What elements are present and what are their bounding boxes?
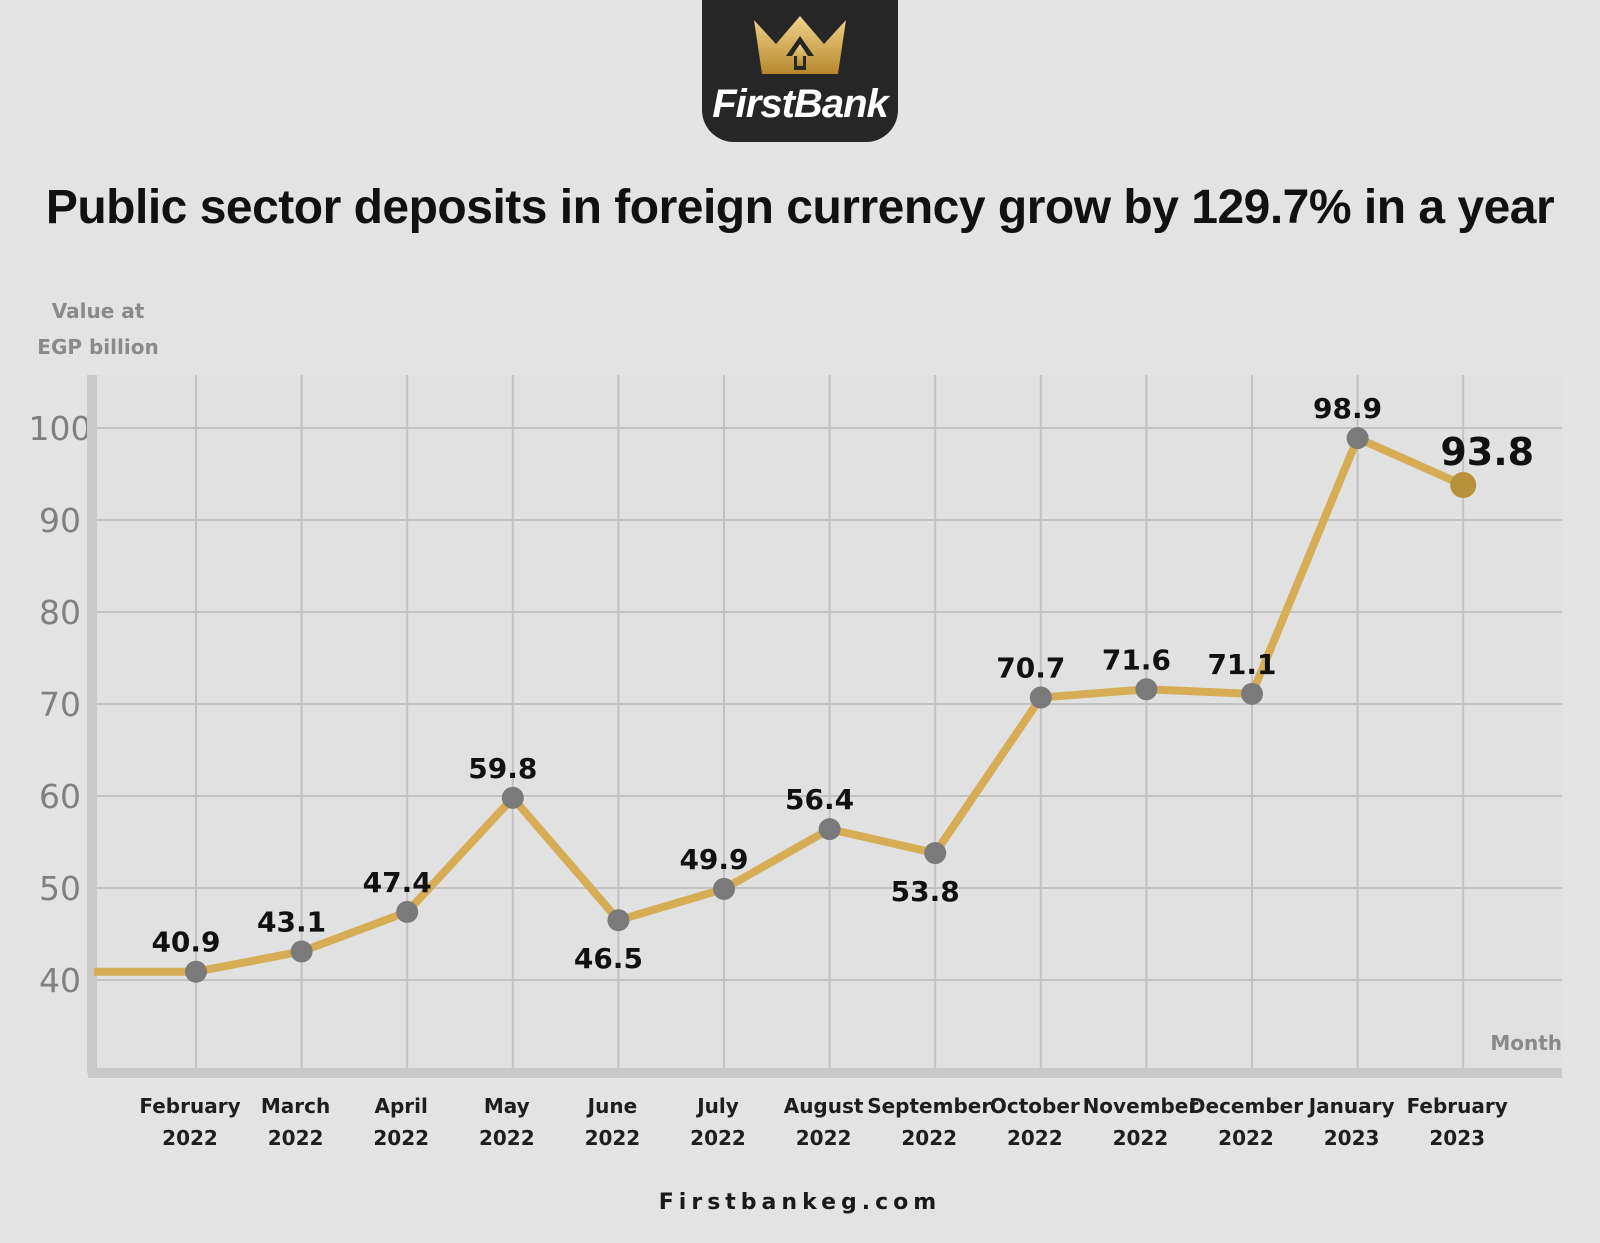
- data-point: [1241, 682, 1263, 705]
- x-tick-label-month: December: [1189, 1094, 1303, 1118]
- x-tick-label-year: 2022: [373, 1126, 429, 1150]
- x-tick-label-month: September: [867, 1094, 991, 1118]
- x-tick-label-year: 2023: [1429, 1126, 1485, 1150]
- data-label: 93.8: [1440, 430, 1534, 474]
- x-tick-label-year: 2022: [162, 1126, 218, 1150]
- x-tick-label-year: 2022: [1113, 1126, 1169, 1150]
- chart-title: Public sector deposits in foreign curren…: [45, 181, 1555, 234]
- logo: FirstBank: [702, 0, 898, 142]
- data-point: [607, 909, 630, 932]
- data-label: 53.8: [891, 875, 960, 908]
- crown-icon: [754, 16, 846, 74]
- x-tick-label-year: 2023: [1324, 1126, 1380, 1150]
- data-point: [501, 786, 524, 809]
- data-point: [1135, 678, 1158, 701]
- data-point: [713, 877, 735, 900]
- data-point: [818, 818, 841, 841]
- data-label: 59.8: [468, 752, 537, 785]
- x-tick-label-year: 2022: [901, 1126, 957, 1150]
- y-tick-label: 70: [39, 685, 81, 724]
- data-point: [185, 960, 207, 983]
- x-tick-label-year: 2022: [479, 1126, 535, 1150]
- x-tick-label-month: January: [1307, 1094, 1395, 1118]
- data-point: [290, 940, 313, 963]
- x-tick-label-month: February: [1407, 1094, 1508, 1118]
- footer-url[interactable]: Firstbankeg.com: [658, 1190, 942, 1215]
- data-point: [1029, 686, 1052, 709]
- x-tick-label-month: April: [375, 1094, 428, 1118]
- data-point: [396, 900, 419, 923]
- y-tick-label: 60: [39, 777, 81, 816]
- data-label: 71.1: [1207, 648, 1276, 681]
- x-axis-label: Month: [1490, 1031, 1562, 1055]
- data-label: 71.6: [1102, 643, 1171, 676]
- plot-area: [94, 375, 1562, 1068]
- series-line: [94, 434, 1465, 976]
- data-label: 56.4: [785, 783, 854, 816]
- y-tick-label: 100: [29, 409, 92, 448]
- x-tick-label-month: May: [484, 1094, 530, 1118]
- data-label: 49.9: [679, 843, 748, 876]
- x-tick-label-year: 2022: [1218, 1126, 1274, 1150]
- x-tick-label-year: 2022: [690, 1126, 746, 1150]
- y-tick-label: 90: [39, 501, 81, 540]
- data-point: [1450, 472, 1477, 499]
- y-axis-label: Value at: [52, 299, 145, 323]
- data-label: 47.4: [363, 866, 432, 899]
- x-tick-label-year: 2022: [585, 1126, 641, 1150]
- y-tick-label: 80: [39, 593, 81, 632]
- logo-text: FirstBank: [712, 82, 889, 126]
- line-chart: 40 50 60 70 80 90 100 Value at EGP billion Month F…: [29, 299, 1562, 1150]
- data-point: [1346, 427, 1369, 450]
- x-tick-label-year: 2022: [796, 1126, 852, 1150]
- x-tick-label-month: March: [261, 1094, 330, 1118]
- x-tick-label-month: June: [586, 1094, 637, 1118]
- x-tick-label-month: October: [990, 1094, 1080, 1118]
- x-tick-label-month: February: [139, 1094, 240, 1118]
- data-label: 46.5: [574, 942, 643, 975]
- x-tick-label-month: November: [1083, 1094, 1199, 1118]
- data-point: [924, 842, 947, 865]
- data-label: 40.9: [151, 926, 220, 959]
- x-tick-label-year: 2022: [268, 1126, 324, 1150]
- y-tick-label: 50: [39, 869, 81, 908]
- data-label: 70.7: [996, 652, 1065, 685]
- x-tick-label-month: July: [695, 1094, 739, 1118]
- data-label: 43.1: [257, 905, 326, 938]
- y-tick-label: 40: [39, 961, 81, 1000]
- data-label: 98.9: [1313, 392, 1382, 425]
- y-axis-label: EGP billion: [37, 335, 158, 359]
- x-tick-label-month: August: [784, 1094, 864, 1118]
- x-tick-label-year: 2022: [1007, 1126, 1063, 1150]
